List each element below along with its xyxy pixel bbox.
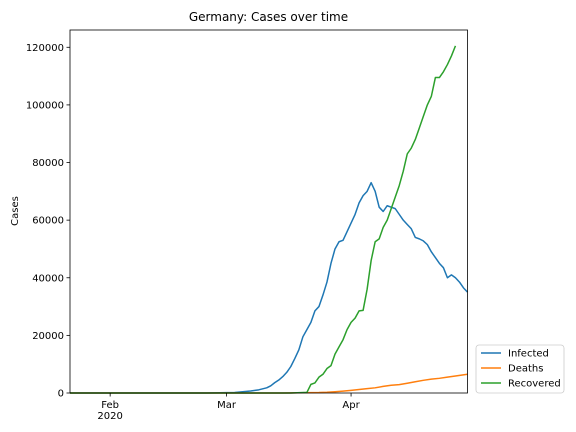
legend-label-deaths: Deaths (508, 364, 543, 375)
y-tick-label: 100000 (26, 100, 64, 111)
y-tick-label: 60000 (32, 216, 64, 227)
legend-label-recovered: Recovered (508, 379, 561, 390)
y-tick-label: 80000 (32, 158, 64, 169)
series-line-recovered (70, 45, 457, 394)
x-tick-label: Apr (342, 400, 360, 411)
chart-title: Germany: Cases over time (189, 10, 348, 24)
y-axis: 0 20000 40000 60000 80000 100000 120000 (26, 43, 70, 400)
plot-frame (69, 29, 468, 394)
series-line-infected (70, 181, 469, 394)
plot-lines (70, 45, 469, 394)
x-tick-label: Mar (217, 400, 237, 411)
y-tick-label: 20000 (32, 331, 64, 342)
x-tick-label: Feb (101, 400, 119, 411)
legend-label-infected: Infected (508, 349, 549, 360)
y-tick-label: 40000 (32, 273, 64, 284)
legend: Infected Deaths Recovered (475, 344, 565, 394)
legend-box (475, 344, 565, 394)
y-tick-label: 0 (58, 389, 64, 400)
y-tick-label: 120000 (26, 43, 64, 54)
y-axis-label: Cases (10, 196, 21, 226)
series-line-deaths (70, 373, 468, 394)
x-tick-sublabel: 2020 (97, 411, 122, 422)
